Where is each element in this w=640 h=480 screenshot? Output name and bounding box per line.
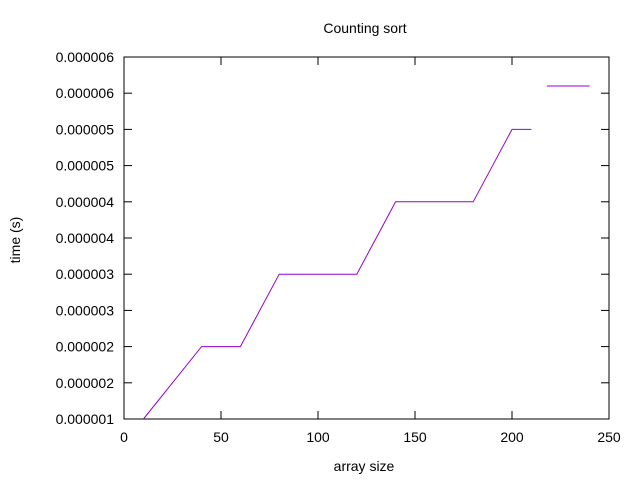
y-tick-label: 0.000006: [56, 49, 115, 65]
series-layer: [143, 85, 590, 420]
series-line-1: [143, 128, 532, 420]
plot-area: [123, 56, 610, 420]
x-tick-label: 150: [403, 429, 427, 445]
x-axis-label: array size: [334, 458, 395, 474]
y-tick-label: 0.000004: [56, 194, 115, 210]
x-tick-label: 200: [500, 429, 524, 445]
y-tick-label: 0.000002: [56, 375, 115, 391]
x-tick-label: 50: [213, 429, 229, 445]
y-tick-label: 0.000003: [56, 302, 115, 318]
y-tick-label: 0.000003: [56, 266, 115, 282]
chart-title: Counting sort: [323, 20, 406, 36]
x-axis: 0 50 100 150 200 250: [120, 57, 621, 445]
x-tick-label: 0: [120, 429, 128, 445]
y-tick-label: 0.000004: [56, 230, 115, 246]
y-axis: 0.000001 0.000002 0.000002 0.000003 0.000003…: [56, 49, 609, 427]
y-tick-label: 0.000006: [56, 85, 115, 101]
x-tick-label: 250: [597, 429, 621, 445]
y-tick-label: 0.000002: [56, 339, 115, 355]
plot-border: [123, 56, 610, 420]
x-tick-label: 100: [306, 429, 330, 445]
y-tick-label: 0.000005: [56, 158, 115, 174]
y-tick-label: 0.000001: [56, 411, 115, 427]
y-tick-label: 0.000005: [56, 121, 115, 137]
y-axis-label: time (s): [7, 217, 23, 264]
